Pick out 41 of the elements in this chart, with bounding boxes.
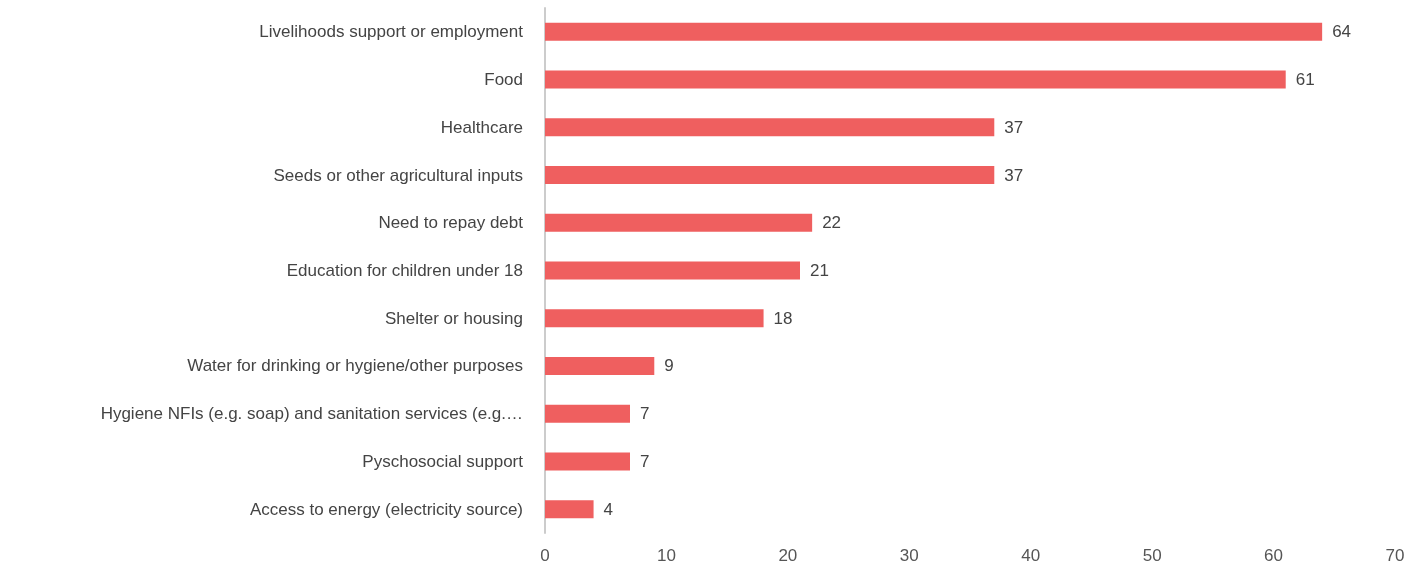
x-tick-label: 70 <box>1385 546 1405 565</box>
data-label: 9 <box>664 356 674 376</box>
x-tick-label: 60 <box>1264 546 1284 565</box>
data-label: 64 <box>1332 22 1352 42</box>
y-tick-label: Pyschosocial support <box>362 451 524 471</box>
y-tick-label: Access to energy (electricity source) <box>249 499 523 519</box>
x-tick-label: 40 <box>1021 546 1041 565</box>
x-tick-label: 10 <box>656 546 676 565</box>
bar <box>545 309 764 328</box>
y-tick-label: Shelter or housing <box>385 308 523 328</box>
bar <box>545 213 813 232</box>
x-tick-label: 0 <box>540 546 550 565</box>
y-tick-label: Need to repay debt <box>378 213 524 233</box>
data-label: 22 <box>822 213 842 233</box>
bar <box>545 70 1286 89</box>
bar <box>545 22 1323 41</box>
bar <box>545 356 655 375</box>
y-tick-label: Seeds or other agricultural inputs <box>273 165 523 185</box>
y-tick-label: Water for drinking or hygiene/other purposes <box>187 356 523 376</box>
data-label: 18 <box>773 308 793 328</box>
bar <box>545 500 594 519</box>
data-label: 7 <box>640 451 650 471</box>
bar <box>545 166 995 185</box>
y-tick-label: Food <box>484 70 523 90</box>
y-tick-label: Hygiene NFIs (e.g. soap) and sanitation services (e.g.… <box>100 404 523 424</box>
bar <box>545 404 630 423</box>
bar <box>545 261 800 280</box>
bar <box>545 118 995 137</box>
bar <box>545 452 630 471</box>
x-tick-label: 50 <box>1142 546 1162 565</box>
x-tick-label: 30 <box>899 546 919 565</box>
data-label: 7 <box>640 404 650 424</box>
data-label: 37 <box>1004 165 1024 185</box>
data-label: 61 <box>1295 70 1315 90</box>
data-label: 37 <box>1004 117 1024 137</box>
y-tick-label: Livelihoods support or employment <box>259 22 524 42</box>
data-label: 21 <box>810 261 829 280</box>
y-tick-label: Healthcare <box>440 117 523 137</box>
data-label: 4 <box>603 499 614 519</box>
y-tick-label: Education for children under 18 <box>286 261 523 280</box>
x-tick-label: 20 <box>778 546 798 565</box>
